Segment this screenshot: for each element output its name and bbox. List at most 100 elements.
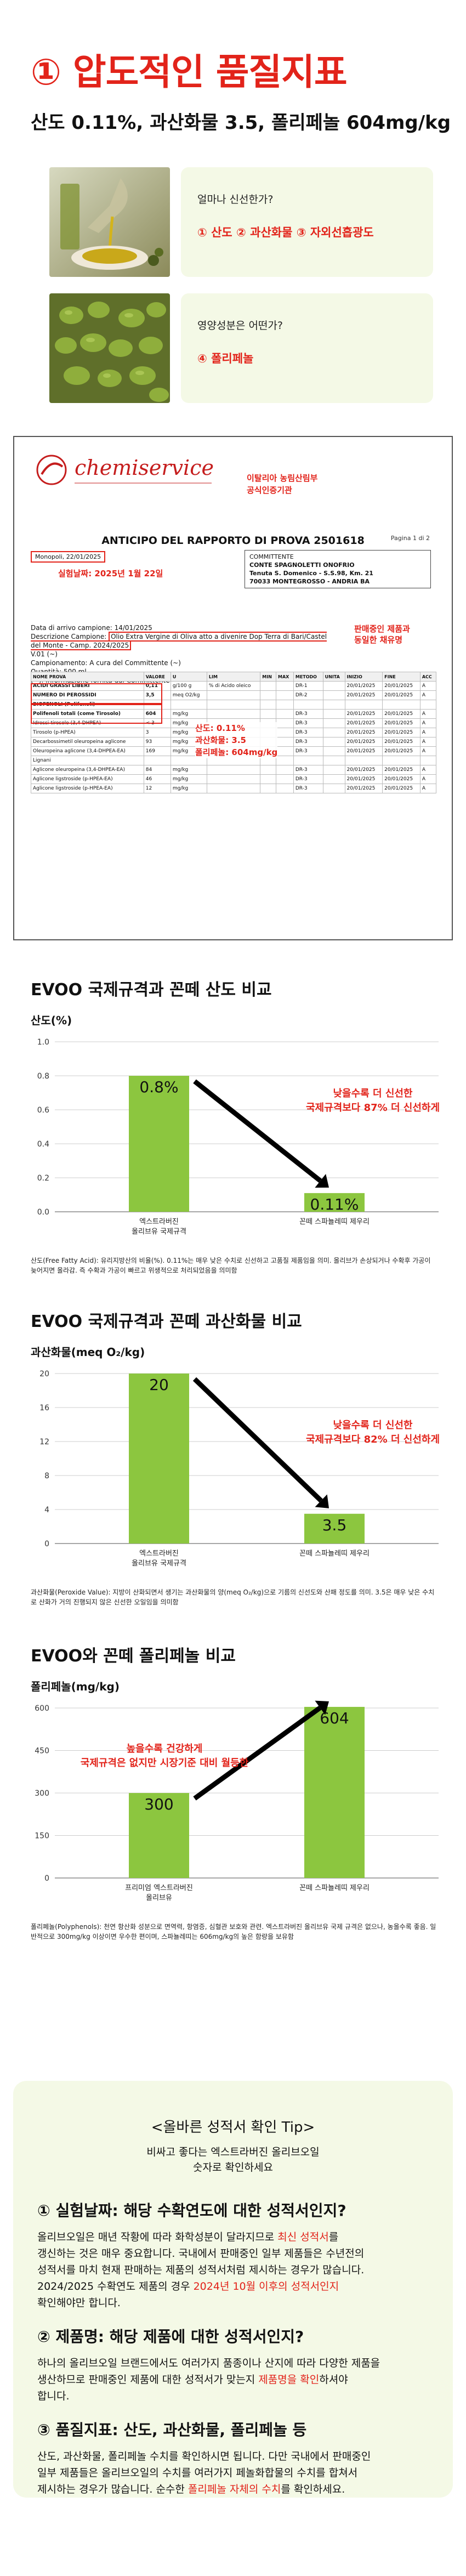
polyphenol-highlight — [31, 704, 162, 724]
x-tick-label: 올리브유 국제규격 — [132, 1559, 186, 1568]
trend-arrow-head — [315, 1173, 329, 1188]
table-cell: 20/01/2025 — [382, 718, 420, 728]
table-cell: Lignani — [31, 756, 144, 765]
y-tick-label: 0.0 — [37, 1208, 49, 1217]
table-cell — [276, 728, 294, 737]
table-cell — [260, 700, 276, 710]
certificate-tip-box: <올바른 성적서 확인 Tip> 비싸고 좋다는 엑스트라버진 올리브오일 숫자… — [13, 2081, 453, 2498]
y-tick-label: 4 — [44, 1506, 49, 1514]
table-cell — [322, 746, 345, 756]
product-name-note: 판매중인 제품과 동일한 채유명 — [354, 624, 410, 645]
table-cell — [276, 681, 294, 691]
table-cell — [322, 690, 345, 700]
x-tick-label: 꼰떼 스파뇰레띠 제우리 — [299, 1218, 370, 1226]
report-title: ANTICIPO DEL RAPPORTO DI PROVA 2501618 — [101, 535, 365, 547]
table-cell: A — [419, 774, 437, 784]
chart-annotation: 국제규격보다 82% 더 신선하게 — [306, 1434, 440, 1445]
table-cell — [276, 756, 294, 765]
report-page: Pagina 1 di 2 — [390, 535, 430, 542]
table-cell: Oleuropeina aglicone (3,4-DHPEA-EA) — [31, 746, 144, 756]
table-cell — [276, 746, 294, 756]
table-cell: A — [419, 681, 437, 691]
table-cell: Aglicone ligstroside (p-HPEA-EA) — [31, 784, 144, 793]
table-cell — [276, 737, 294, 747]
table-cell — [206, 784, 261, 793]
table-cell: DR-3 — [293, 746, 323, 756]
x-tick-label: 올리브유 국제규격 — [132, 1228, 186, 1236]
table-cell: 20/01/2025 — [344, 746, 383, 756]
y-tick-label: 0.2 — [37, 1174, 49, 1183]
client-box: COMMITTENTE CONTE SPAGNOLETTI ONOFRIO Te… — [245, 550, 431, 588]
nutrition-answer: ④ 폴리페놀 — [197, 352, 254, 365]
table-cell — [260, 765, 276, 775]
bar-value-label: 0.8% — [139, 1078, 178, 1096]
table-cell — [322, 756, 345, 765]
table-cell: meq O2/kg — [170, 690, 207, 700]
y-tick-label: 300 — [35, 1789, 49, 1798]
table-cell — [419, 756, 437, 765]
y-tick-label: 16 — [39, 1404, 49, 1412]
table-row: Aglicone ligstroside (p-HPEA-EA) 46 mg/kg D… — [31, 774, 437, 784]
table-cell: mg/kg — [170, 784, 207, 793]
peroxide-section-title: EVOO 국제규격과 꼰떼 과산화물 비교 — [31, 1312, 302, 1331]
table-cell: A — [419, 718, 437, 728]
table-cell: DR-3 — [293, 774, 323, 784]
table-cell — [260, 681, 276, 691]
trend-arrow-head — [315, 1494, 329, 1508]
table-cell: DR-2 — [293, 690, 323, 700]
tip-text-quality: 산도, 과산화물, 폴리페놀 수치를 확인하시면 됩니다. 다만 국내에서 판매… — [37, 2450, 371, 2495]
x-tick-label: 꼰떼 스파뇰레띠 제우리 — [299, 1550, 370, 1558]
table-cell: A — [419, 765, 437, 775]
table-cell: DR-3 — [293, 709, 323, 719]
chart-annotation: 낮을수록 더 신선한 — [333, 1420, 412, 1431]
table-cell: mg/kg — [170, 765, 207, 775]
bar-value-label: 20 — [149, 1376, 169, 1394]
table-cell — [206, 765, 261, 775]
y-tick-label: 20 — [39, 1370, 49, 1378]
table-cell: 20/01/2025 — [344, 728, 383, 737]
table-cell — [276, 718, 294, 728]
table-cell: 20/01/2025 — [382, 709, 420, 719]
table-cell — [276, 700, 294, 710]
bar-value-label: 0.11% — [310, 1195, 359, 1213]
table-cell — [322, 784, 345, 793]
olive-oil-pour-photo — [49, 167, 170, 277]
table-cell: 20/01/2025 — [344, 737, 383, 747]
nutrition-card: 영양성분은 어떤가? ④ 폴리페놀 — [181, 293, 433, 403]
table-cell: 169 — [143, 746, 171, 756]
lab-report: chemiservice 이탈리아 농림산림부 공식인증기관 ANTICIPO … — [13, 436, 453, 940]
table-cell — [344, 756, 383, 765]
table-cell — [206, 774, 261, 784]
acid-peroxide-highlight — [31, 683, 162, 704]
table-cell: 93 — [143, 737, 171, 747]
table-cell: g/100 g — [170, 681, 207, 691]
chart-annotation: 낮을수록 더 신선한 — [333, 1088, 412, 1099]
table-cell: 20/01/2025 — [344, 690, 383, 700]
trend-arrow — [192, 1377, 323, 1503]
table-cell — [322, 681, 345, 691]
table-cell: Decarbossimetil oleuropeina aglicone — [31, 737, 144, 747]
table-header-row: NOME PROVA VALORE U LIM MIN MAX METODO UNITA I… — [31, 672, 437, 682]
table-cell — [206, 690, 261, 700]
bar — [129, 1374, 189, 1544]
table-cell: 12 — [143, 784, 171, 793]
y-tick-label: 0.4 — [37, 1140, 49, 1149]
peroxide-axis-title: 과산화물(meq O₂/kg) — [31, 1346, 145, 1359]
y-tick-label: 150 — [35, 1832, 49, 1841]
x-tick-label: 프리미엄 엑스트라버진 — [125, 1884, 193, 1892]
polyphenol-caption: 폴리페놀(Polyphenols): 천연 항산화 성분으로 면역력, 항염증,… — [31, 1923, 436, 1940]
chart-annotation: 국제규격은 없지만 시장기준 대비 월등한 — [81, 1757, 249, 1769]
table-cell: 20/01/2025 — [382, 690, 420, 700]
tip-heading-product: ② 제품명: 해당 제품에 대한 성적서인지? — [37, 2328, 304, 2346]
table-cell: 20/01/2025 — [382, 784, 420, 793]
tip-title: <올바른 성적서 확인 Tip> — [151, 2119, 315, 2136]
table-cell — [322, 765, 345, 775]
table-cell: 20/01/2025 — [344, 709, 383, 719]
table-cell: 20/01/2025 — [344, 718, 383, 728]
y-tick-label: 450 — [35, 1747, 49, 1756]
table-cell — [419, 700, 437, 710]
freshness-answer: ① 산도 ② 과산화물 ③ 자외선흡광도 — [197, 226, 374, 239]
